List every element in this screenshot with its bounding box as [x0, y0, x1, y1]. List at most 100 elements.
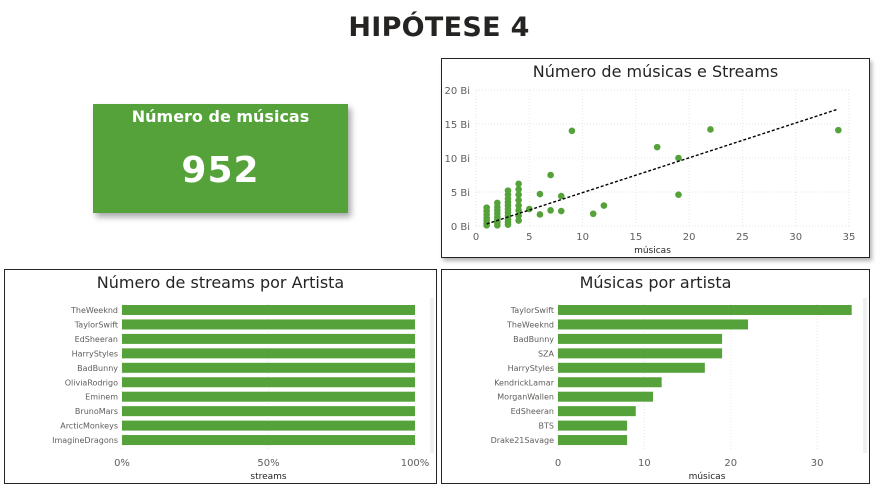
bar [558, 377, 662, 388]
bar [122, 391, 415, 402]
data-point [494, 199, 501, 207]
data-point [547, 171, 554, 179]
bar [122, 319, 415, 330]
trend-line [486, 108, 839, 225]
data-point [600, 202, 608, 209]
category-label: HarryStyles [72, 349, 118, 358]
category-label: SZA [538, 349, 555, 358]
category-label: Eminem [85, 393, 118, 402]
category-label: Drake21Savage [491, 436, 554, 445]
category-label: TaylorSwift [510, 306, 554, 315]
data-point [515, 207, 522, 214]
x-tick-label: 35 [843, 232, 856, 243]
data-point [515, 180, 522, 188]
bar [122, 333, 415, 344]
x-tick-label: 10 [638, 458, 651, 469]
bar [558, 333, 723, 344]
streams-title: Número de streams por Artista [96, 273, 345, 292]
data-point [653, 143, 661, 151]
kpi-card[interactable]: Número de músicas 952 [93, 104, 348, 213]
category-label: EdSheeran [511, 407, 554, 416]
category-label: ArcticMonkeys [60, 422, 118, 431]
data-point [525, 205, 533, 213]
bar [558, 420, 628, 431]
bar [122, 348, 415, 359]
bar [122, 305, 415, 315]
category-label: TheWeeknd [70, 306, 118, 315]
bar [122, 377, 415, 388]
data-point [515, 185, 522, 193]
x-tick-label: 5 [526, 232, 532, 243]
bar [122, 362, 415, 373]
y-tick-label: 15 Bi [444, 120, 470, 131]
x-tick-label: 25 [736, 232, 749, 243]
songs-chart[interactable]: 0 10 20 30 TaylorSwift TheWeeknd BadBunny SZA Ha… [442, 270, 871, 485]
streams-chart[interactable]: 0% 50% 100% TheWeeknd TaylorSwift EdSheeran Ha… [5, 270, 438, 485]
data-point [515, 217, 522, 224]
data-point [835, 126, 842, 134]
streams-scrollbar[interactable] [430, 298, 434, 453]
x-tick-label: 10 [576, 232, 589, 243]
category-label: KendrickLamar [494, 378, 555, 387]
category-label: BadBunny [77, 364, 118, 373]
category-label: TheWeeknd [506, 320, 554, 329]
category-label: OliviaRodrigo [65, 378, 118, 387]
x-tick-label: 100% [401, 458, 430, 469]
data-point [504, 187, 512, 194]
x-axis-title: streams [250, 472, 287, 482]
x-tick-label: 0% [114, 458, 130, 469]
category-label: MorganWallen [497, 393, 554, 402]
bar [558, 305, 852, 315]
bar [122, 406, 415, 417]
x-tick-label: 30 [789, 232, 802, 243]
data-point [515, 196, 522, 204]
data-point [536, 211, 544, 218]
data-point [515, 202, 522, 209]
data-point [675, 154, 682, 162]
scatter-panel[interactable]: Número de músicas e Streams 0 Bi 5 Bi 10 B… [441, 58, 870, 258]
songs-title: Músicas por artista [579, 273, 732, 292]
y-tick-label: 0 Bi [451, 222, 470, 233]
y-tick-label: 5 Bi [451, 188, 470, 199]
category-label: BTS [539, 422, 554, 431]
kpi-value: 952 [181, 150, 260, 191]
bar [122, 420, 415, 431]
scatter-title: Número de músicas e Streams [532, 62, 779, 81]
songs-scrollbar[interactable] [863, 298, 867, 453]
kpi-label: Número de músicas [131, 107, 310, 126]
data-point [568, 127, 576, 135]
x-tick-label: 15 [629, 232, 642, 243]
data-point [536, 190, 544, 198]
data-point [707, 126, 714, 133]
y-tick-label: 10 Bi [444, 154, 470, 165]
x-tick-label: 20 [724, 458, 737, 469]
data-point [557, 207, 565, 215]
data-point [483, 204, 490, 211]
x-tick-label: 0 [555, 458, 561, 469]
bar [558, 391, 654, 402]
bar [558, 319, 749, 330]
data-point [547, 207, 554, 214]
y-tick-label: 20 Bi [444, 86, 470, 97]
bar [558, 348, 723, 359]
category-label: BadBunny [513, 335, 554, 344]
x-axis-title: músicas [634, 246, 671, 256]
category-label: HarryStyles [508, 364, 554, 373]
bar [558, 362, 705, 373]
category-label: BrunoMars [75, 407, 118, 416]
x-axis-title: músicas [689, 472, 726, 482]
category-label: EdSheeran [75, 335, 118, 344]
category-label: TaylorSwift [74, 320, 118, 329]
data-point [557, 192, 565, 200]
streams-panel[interactable]: Número de streams por Artista 0% 50% 100% T… [4, 269, 437, 484]
data-point [675, 191, 682, 199]
x-tick-label: 50% [257, 458, 279, 469]
data-point [515, 191, 522, 199]
page-title: HIPÓTESE 4 [348, 12, 530, 43]
scatter-chart[interactable]: 0 Bi 5 Bi 10 Bi 15 Bi 20 Bi 0 5 10 15 20 25 30 35 mús… [442, 59, 871, 259]
bar [122, 435, 415, 446]
x-tick-label: 20 [683, 232, 696, 243]
songs-panel[interactable]: Músicas por artista 0 10 20 30 TaylorSwift Th… [441, 269, 870, 484]
category-label: ImagineDragons [52, 436, 118, 445]
bar [558, 435, 628, 446]
